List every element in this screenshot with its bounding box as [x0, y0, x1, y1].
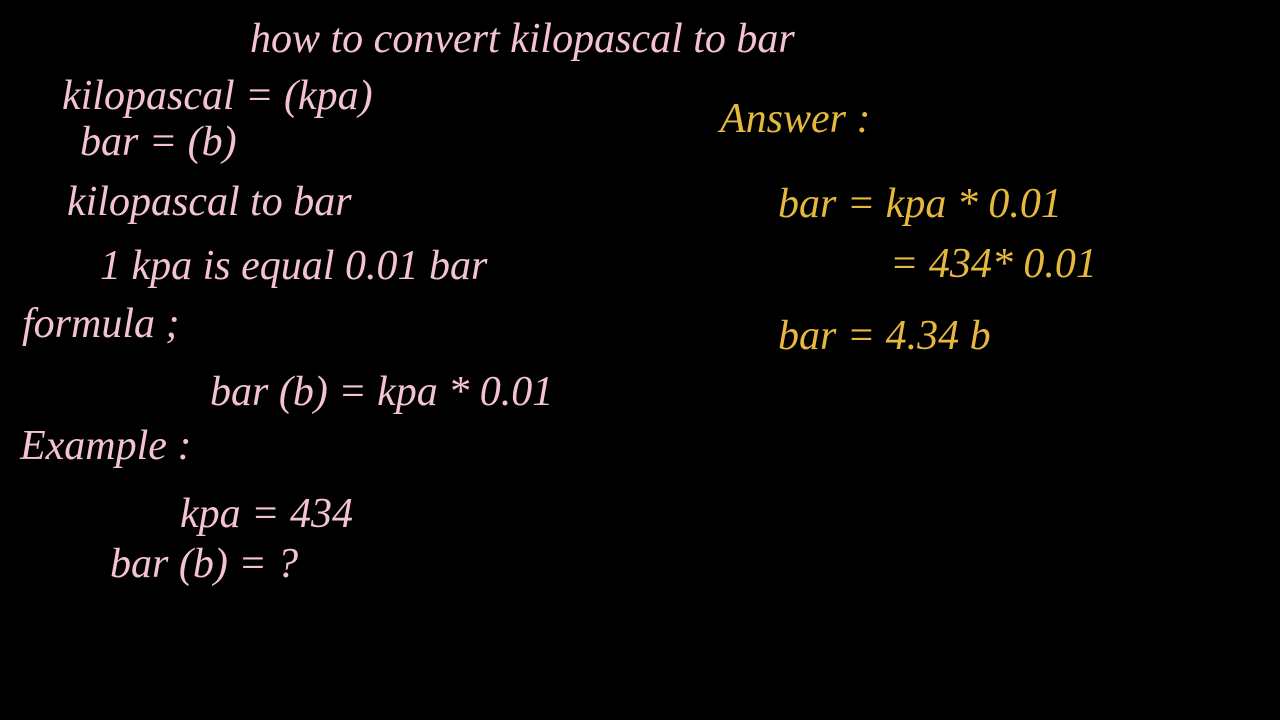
section-heading: kilopascal to bar: [67, 178, 352, 226]
answer-step-1: bar = kpa * 0.01: [778, 180, 1062, 228]
formula-label: formula ;: [22, 300, 180, 348]
example-kpa-value: kpa = 434: [180, 490, 353, 538]
answer-result: bar = 4.34 b: [778, 312, 991, 360]
definition-kilopascal: kilopascal = (kpa): [62, 72, 373, 120]
example-bar-unknown: bar (b) = ?: [110, 540, 298, 588]
formula: bar (b) = kpa * 0.01: [210, 368, 553, 416]
definition-bar: bar = (b): [80, 118, 237, 166]
equivalence-statement: 1 kpa is equal 0.01 bar: [100, 242, 487, 290]
answer-step-2: = 434* 0.01: [890, 240, 1097, 288]
answer-label: Answer :: [720, 95, 871, 143]
title: how to convert kilopascal to bar: [250, 15, 795, 63]
example-label: Example :: [20, 422, 191, 470]
lesson-slide: how to convert kilopascal to bar kilopas…: [0, 0, 1280, 720]
